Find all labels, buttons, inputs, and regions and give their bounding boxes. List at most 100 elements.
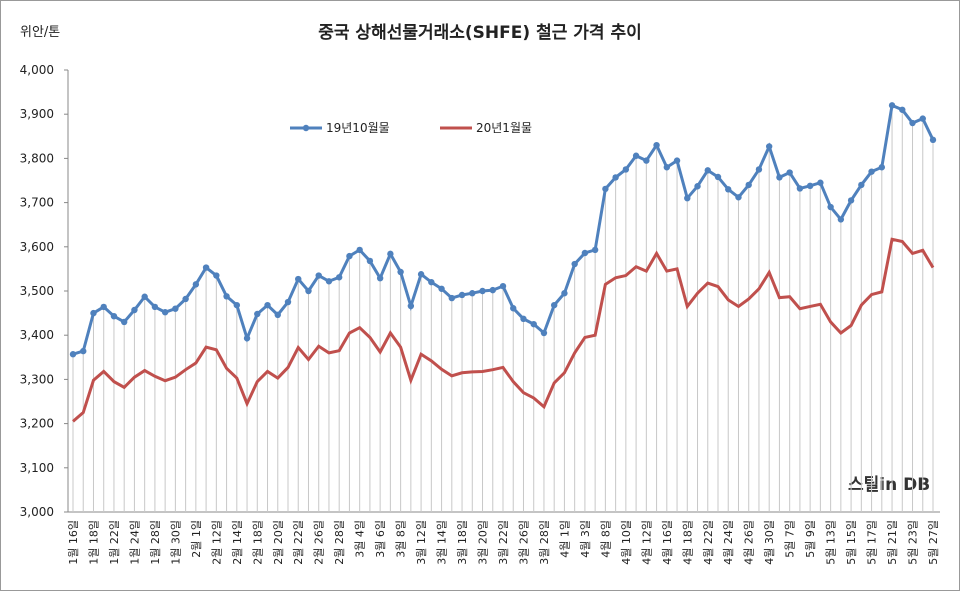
x-tick-label: 5월 15일 xyxy=(844,520,858,565)
x-tick-label: 4월 12일 xyxy=(639,520,653,565)
point xyxy=(110,312,118,320)
x-tick-label: 5월 9일 xyxy=(803,520,817,558)
point xyxy=(561,290,568,297)
point xyxy=(182,295,189,303)
point xyxy=(827,203,834,211)
x-tick-label: 3월 8일 xyxy=(394,520,408,558)
point xyxy=(868,168,875,175)
y-tick-label: 3,000 xyxy=(20,505,54,519)
x-tick-label: 1월 30일 xyxy=(168,520,182,565)
watermark: 스틸in DB xyxy=(848,474,930,495)
y-tick-label: 3,700 xyxy=(20,196,54,210)
x-tick-label: 5월 7일 xyxy=(783,520,797,558)
x-tick-label: 2월 18일 xyxy=(250,520,264,565)
x-tick-label: 2월 14일 xyxy=(230,520,244,565)
point xyxy=(284,298,292,306)
x-tick-label: 4월 30일 xyxy=(762,520,776,565)
point xyxy=(131,306,138,314)
point xyxy=(376,274,384,282)
x-tick-label: 3월 26일 xyxy=(516,520,530,565)
point xyxy=(428,278,435,286)
x-tick-label: 3월 22일 xyxy=(496,520,510,565)
x-tick-label: 4월 24일 xyxy=(721,520,735,565)
x-tick-label: 3월 14일 xyxy=(435,520,449,565)
point xyxy=(520,315,527,323)
point xyxy=(540,329,548,337)
point xyxy=(581,249,589,257)
point xyxy=(69,351,77,358)
point xyxy=(571,260,578,268)
point xyxy=(233,301,241,309)
point xyxy=(765,143,773,150)
point xyxy=(806,182,814,190)
y-tick-label: 3,200 xyxy=(20,417,54,431)
y-tick-label: 3,800 xyxy=(20,151,54,165)
point xyxy=(387,250,394,258)
legend-label: 20년1월물 xyxy=(476,121,532,135)
point xyxy=(632,152,640,159)
point xyxy=(776,174,783,181)
point xyxy=(305,287,312,295)
point xyxy=(530,320,537,328)
x-tick-label: 5월 27일 xyxy=(926,520,940,565)
x-tick-label: 1월 16일 xyxy=(66,520,80,565)
x-tick-label: 4월 22일 xyxy=(701,520,715,565)
point xyxy=(591,246,599,254)
point xyxy=(847,197,855,204)
x-tick-label: 5월 17일 xyxy=(865,520,879,565)
point xyxy=(745,181,752,189)
point xyxy=(837,216,845,223)
point xyxy=(663,164,671,171)
y-tick-label: 3,900 xyxy=(20,107,54,121)
point xyxy=(243,335,251,342)
x-tick-label: 4월 18일 xyxy=(680,520,694,565)
point xyxy=(694,183,701,190)
point xyxy=(366,257,374,265)
point xyxy=(878,164,886,171)
point xyxy=(796,185,804,192)
point xyxy=(315,272,322,279)
point xyxy=(407,302,415,310)
x-tick-label: 5월 21일 xyxy=(885,520,899,565)
x-tick-label: 4월 26일 xyxy=(742,520,756,565)
point xyxy=(673,157,681,164)
point xyxy=(612,174,619,181)
x-tick-label: 1월 22일 xyxy=(107,520,121,565)
x-tick-label: 4월 3일 xyxy=(578,520,592,558)
point xyxy=(704,167,711,174)
x-tick-label: 1월 24일 xyxy=(127,520,141,565)
x-tick-label: 3월 20일 xyxy=(476,520,490,565)
x-tick-label: 2월 12일 xyxy=(209,520,223,565)
point xyxy=(274,311,281,319)
x-tick-label: 5월 13일 xyxy=(824,520,838,565)
point xyxy=(356,246,363,254)
point xyxy=(438,285,445,292)
point xyxy=(264,301,271,309)
legend-marker xyxy=(302,124,310,132)
point xyxy=(786,169,793,176)
chart-title: 중국 상해선물거래소(SHFE) 철근 가격 추이 xyxy=(318,23,642,43)
x-tick-label: 4월 16일 xyxy=(660,520,674,565)
point xyxy=(714,173,722,181)
x-tick-label: 5월 23일 xyxy=(906,520,920,565)
x-tick-label: 1월 28일 xyxy=(148,520,162,565)
y-tick-label: 3,500 xyxy=(20,284,54,298)
legend-label: 19년10월물 xyxy=(326,121,390,135)
point xyxy=(735,194,742,201)
point xyxy=(725,186,732,193)
x-tick-label: 2월 26일 xyxy=(312,520,326,565)
point xyxy=(80,347,87,355)
point xyxy=(929,136,937,144)
point xyxy=(817,179,824,186)
point xyxy=(223,293,230,300)
point xyxy=(417,271,425,278)
point xyxy=(858,181,865,189)
y-tick-label: 3,100 xyxy=(20,461,54,475)
point xyxy=(335,274,343,281)
point xyxy=(684,194,691,202)
point xyxy=(602,185,609,193)
point xyxy=(643,157,650,164)
point xyxy=(489,286,496,294)
point xyxy=(510,305,517,312)
